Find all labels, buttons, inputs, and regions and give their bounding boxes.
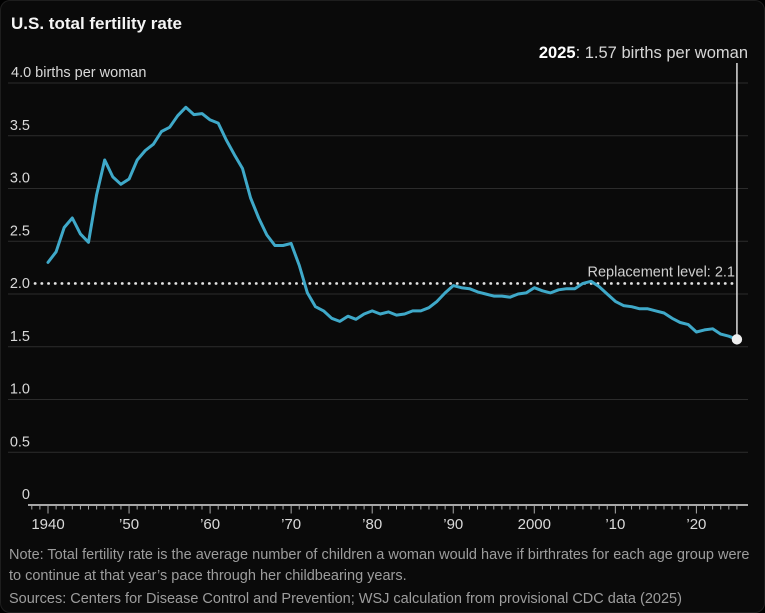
- y-tick-label: 3.0: [10, 171, 30, 187]
- x-tick-label: ’60: [200, 516, 220, 533]
- y-tick-label: 0: [22, 487, 30, 503]
- x-tick-label: ’50: [119, 516, 139, 533]
- x-tick-label: ’80: [362, 516, 382, 533]
- chart-sources: Sources: Centers for Disease Control and…: [9, 591, 682, 607]
- fertility-rate-series: [46, 105, 739, 341]
- x-tick-label: ’20: [686, 516, 706, 533]
- y-axis-unit-label: 4.0 births per woman: [11, 65, 146, 81]
- x-tick-label: 1940: [31, 516, 64, 533]
- endpoint-annotation: 2025: 1.57 births per woman: [539, 44, 748, 63]
- replacement-level-label: Replacement level: 2.1: [588, 264, 736, 280]
- y-tick-label: 3.5: [10, 118, 30, 134]
- x-tick-label: ’90: [443, 516, 463, 533]
- y-tick-label: 2.0: [10, 276, 30, 292]
- x-tick-label: 2000: [518, 516, 551, 533]
- y-tick-label: 1.5: [10, 329, 30, 345]
- y-tick-label: 0.5: [10, 434, 30, 450]
- x-tick-label: ’10: [605, 516, 625, 533]
- chart-title: U.S. total fertility rate: [11, 14, 182, 33]
- x-tick-label: ’70: [281, 516, 301, 533]
- chart-note: Note: Total fertility rate is the averag…: [9, 547, 750, 584]
- endpoint-annotation-year: 2025: [538, 44, 576, 62]
- y-tick-label: 1.0: [10, 382, 30, 398]
- y-tick-label: 2.5: [10, 223, 30, 239]
- endpoint-dot: [731, 334, 743, 345]
- endpoint-annotation-value: : 1.57 births per woman: [575, 44, 748, 62]
- fertility-line-chart: 4.0 births per woman 3.5 3.0 2.5 2.0 1.5 1.0 0.…: [8, 63, 748, 533]
